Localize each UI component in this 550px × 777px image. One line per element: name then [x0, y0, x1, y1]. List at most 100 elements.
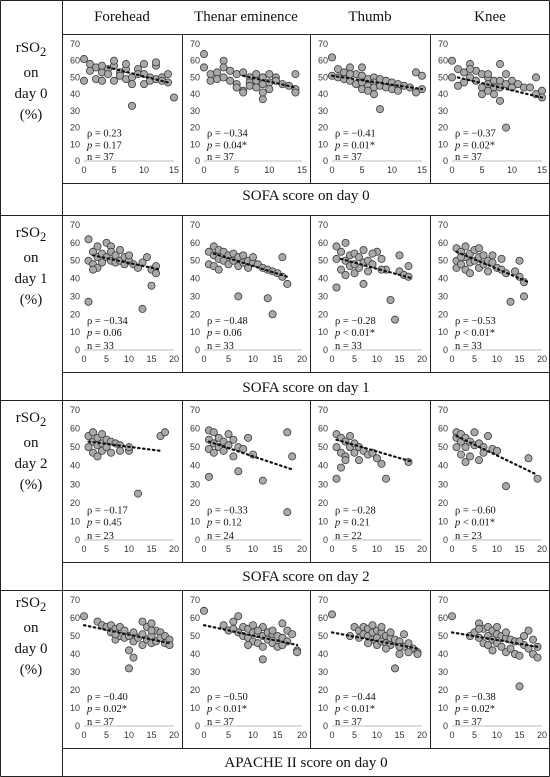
p-value-label: p = 0.12 — [206, 517, 242, 528]
n-label: n = 23 — [87, 531, 114, 542]
x-tick-label: 20 — [297, 730, 307, 740]
y-tick-label: 50 — [190, 72, 200, 82]
x-tick-label: 10 — [124, 544, 134, 554]
data-point — [382, 644, 391, 653]
y-tick-label: 20 — [70, 498, 80, 508]
trend-line — [456, 76, 544, 99]
p-value-label: p = 0.06 — [86, 328, 122, 339]
x-tick-label: 5 — [104, 544, 109, 554]
data-point — [288, 630, 297, 639]
y-tick-label: 50 — [438, 442, 448, 452]
data-point — [232, 70, 241, 79]
data-point — [239, 88, 248, 97]
row-label-3-on: on — [23, 620, 39, 636]
x-tick-label: 5 — [234, 165, 239, 175]
y-tick-label: 20 — [190, 498, 200, 508]
y-tick-label: 30 — [190, 479, 200, 489]
data-point — [484, 267, 493, 276]
y-tick-label: 40 — [318, 461, 328, 471]
trend-line — [87, 440, 162, 452]
data-point — [461, 242, 470, 251]
data-point — [452, 443, 461, 452]
data-point — [400, 630, 409, 639]
y-tick-label: 60 — [438, 424, 448, 434]
y-tick-label: 40 — [190, 461, 200, 471]
y-tick-label: 70 — [70, 39, 80, 49]
x-tick-label: 5 — [352, 730, 357, 740]
data-point — [258, 88, 267, 97]
data-point — [336, 463, 345, 472]
y-tick-label: 0 — [195, 345, 200, 355]
rho-label: ρ = −0.33 — [207, 505, 248, 516]
data-point — [524, 454, 533, 463]
data-point — [116, 446, 125, 455]
rho-label: ρ = −0.41 — [335, 128, 376, 139]
x-tick-label: 10 — [372, 730, 382, 740]
x-tick-label: 15 — [417, 165, 427, 175]
y-tick-label: 10 — [438, 139, 448, 149]
scatter-plot: 0 10 20 30 40 50 60 70 0 5 10 15 ρ = −0.41p = 0.01*n… — [318, 39, 427, 175]
y-tick-label: 30 — [70, 106, 80, 116]
y-tick-label: 60 — [190, 424, 200, 434]
data-point — [412, 68, 421, 77]
y-tick-label: 20 — [318, 309, 328, 319]
scatter-plot: 0 10 20 30 40 50 60 70 0 5 10 15 20 ρ = −0.48p = 0.06… — [190, 220, 307, 364]
x-tick-label: 10 — [248, 354, 258, 364]
x-tick-label: 5 — [359, 165, 364, 175]
data-point — [268, 310, 277, 319]
y-tick-label: 20 — [190, 685, 200, 695]
data-point — [533, 653, 542, 662]
data-point — [382, 474, 391, 483]
trend-line — [335, 438, 415, 464]
data-point — [291, 70, 300, 79]
n-label: n = 24 — [207, 531, 235, 542]
x-tick-label: 5 — [226, 730, 231, 740]
x-tick-label: 20 — [169, 354, 179, 364]
y-tick-label: 0 — [323, 345, 328, 355]
scatter-panel: 0 10 20 30 40 50 60 70 0 5 10 15 20 ρ = −0.28 p = 0.21… — [310, 400, 430, 567]
y-tick-label: 70 — [190, 39, 200, 49]
data-point — [84, 443, 93, 452]
data-point — [404, 648, 413, 657]
data-point — [278, 619, 287, 628]
x-tick-label: 15 — [272, 354, 282, 364]
y-tick-label: 40 — [190, 274, 200, 284]
rho-label: ρ = −0.40 — [87, 692, 128, 703]
data-point — [350, 448, 359, 457]
rho-label: ρ = −0.34 — [207, 128, 248, 139]
data-point — [138, 617, 147, 626]
x-tick-label: 20 — [169, 544, 179, 554]
y-tick-label: 10 — [190, 139, 200, 149]
scatter-plot: 0 10 20 30 40 50 60 70 0 5 10 15 20 ρ = −0.38p = 0.02… — [438, 595, 547, 740]
scatter-panel: 0 10 20 30 40 50 60 70 0 5 10 15 20 ρ = −0.17 p = 0.45… — [62, 400, 182, 567]
data-point — [134, 489, 143, 498]
x-tick-label: 20 — [417, 544, 427, 554]
row-label-3: rSO2 on day 0 (%) — [0, 593, 62, 681]
data-point — [395, 251, 404, 260]
scatter-panel: 0 10 20 30 40 50 60 70 0 5 10 15 20 ρ = −0.48 p = 0.06… — [182, 215, 310, 377]
y-tick-label: 60 — [70, 424, 80, 434]
p-value-label: p = 0.02* — [454, 140, 495, 151]
data-point — [226, 76, 235, 85]
p-value-label: p < 0.01* — [334, 704, 375, 715]
y-tick-label: 20 — [318, 685, 328, 695]
data-point — [456, 450, 465, 459]
data-point — [488, 646, 497, 655]
data-point — [209, 428, 218, 437]
row-label-1-rso: rSO — [15, 225, 40, 241]
x-tick-label: 0 — [201, 354, 206, 364]
y-tick-label: 50 — [190, 256, 200, 266]
data-point — [98, 258, 107, 267]
y-tick-label: 70 — [438, 595, 448, 605]
x-tick-label: 10 — [248, 544, 258, 554]
y-tick-label: 30 — [438, 106, 448, 116]
data-point — [341, 238, 350, 247]
row-label-1-on: on — [23, 250, 39, 266]
data-point — [213, 68, 222, 77]
data-point — [252, 70, 261, 79]
row-label-3-unit: (%) — [19, 662, 43, 678]
data-point — [515, 651, 524, 660]
data-point — [364, 639, 373, 648]
trend-line — [339, 257, 415, 280]
data-point — [376, 105, 385, 114]
